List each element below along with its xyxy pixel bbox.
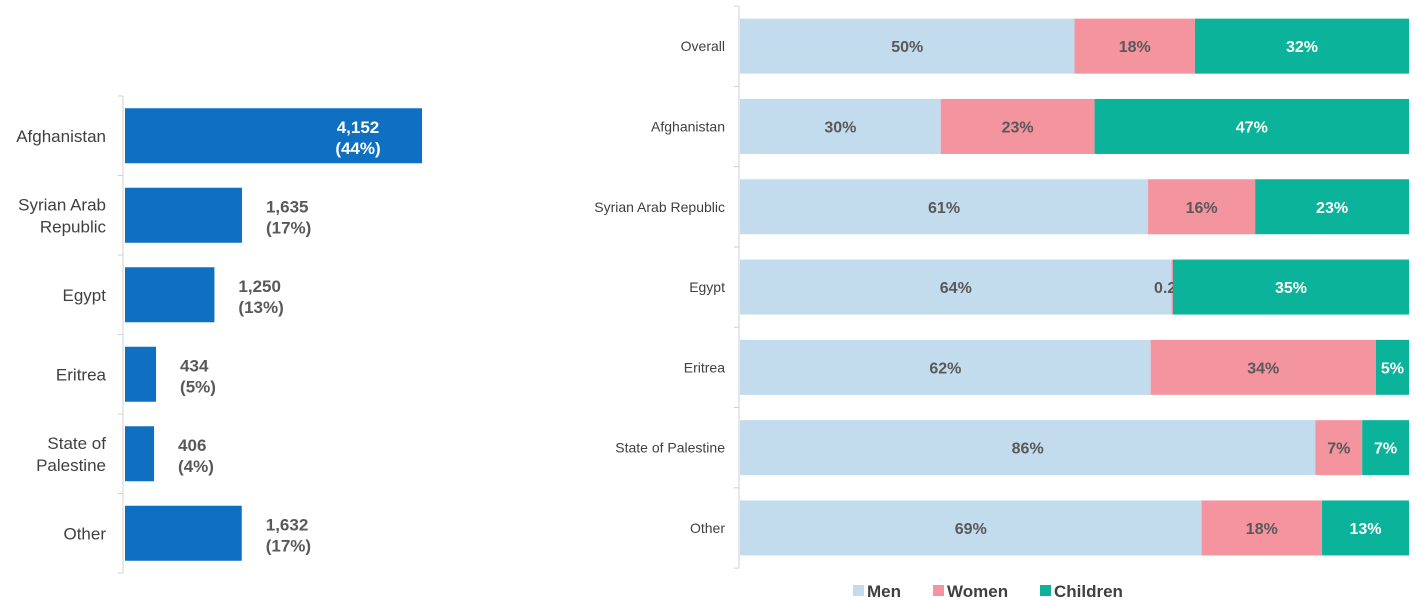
segment-label-children: 35% <box>1275 280 1307 297</box>
legend-swatch-men <box>853 585 864 596</box>
left-percent-label: (17%) <box>266 218 311 237</box>
right-stacked-bar-chart: Overall 50% 18% 32% Afghanistan 30% 23% 47% Syri… <box>594 5 1409 569</box>
left-value-label: 406 <box>178 436 206 455</box>
segment-label-men: 86% <box>1012 441 1044 458</box>
right-category-label: Afghanistan <box>651 118 725 134</box>
segment-men-eritrea <box>740 339 1151 395</box>
left-category-label: Eritrea <box>56 365 107 384</box>
left-value-label: 4,152 <box>337 118 380 137</box>
left-percent-label: (44%) <box>335 139 380 158</box>
left-category-label: Afghanistan <box>16 127 106 146</box>
legend-swatch-children <box>1040 585 1051 596</box>
segment-women-other <box>1201 500 1323 556</box>
segment-label-children: 7% <box>1374 441 1397 458</box>
right-category-label: Syrian Arab Republic <box>594 199 725 215</box>
segment-label-women: 7% <box>1327 441 1350 458</box>
right-category-label: Eritrea <box>684 359 725 375</box>
segment-children-other <box>1322 500 1409 556</box>
segment-women-afghanistan <box>940 98 1095 154</box>
left-bar-egypt <box>125 267 215 323</box>
legend-label-children: Children <box>1054 582 1123 601</box>
segment-women-overall <box>1074 18 1195 74</box>
left-category-label: Other <box>63 524 106 543</box>
left-percent-label: (4%) <box>178 457 214 476</box>
segment-men-syrian-arab-republic <box>740 179 1149 235</box>
left-bar-chart: Afghanistan 4,152 (44%) Syrian Arab Republic… <box>16 95 422 574</box>
left-value-label: 434 <box>180 356 209 375</box>
left-bar-state-of-palestine <box>125 426 155 482</box>
legend-swatch-women <box>933 585 944 596</box>
right-category-label: State of Palestine <box>615 440 725 456</box>
segment-label-women: 34% <box>1247 360 1279 377</box>
segment-label-children: 32% <box>1286 39 1318 56</box>
left-bar-syrian-arab-republic <box>125 187 242 243</box>
segment-label-men: 62% <box>929 360 961 377</box>
right-category-label: Egypt <box>689 279 725 295</box>
segment-label-men: 61% <box>928 200 960 217</box>
right-category-label: Other <box>690 520 725 536</box>
segment-women-egypt <box>1171 259 1173 315</box>
segment-children-egypt <box>1172 259 1409 315</box>
left-category-label: Syrian Arab Republic <box>18 195 106 236</box>
left-bar-eritrea <box>125 346 157 402</box>
left-bar-other <box>125 505 242 561</box>
segment-label-men: 69% <box>955 521 987 538</box>
segment-children-syrian-arab-republic <box>1255 179 1409 235</box>
right-category-label: Overall <box>681 38 725 54</box>
left-percent-label: (17%) <box>266 536 311 555</box>
segment-women-syrian-arab-republic <box>1148 179 1256 235</box>
segment-label-women: 23% <box>1002 119 1034 136</box>
segment-children-afghanistan <box>1094 98 1409 154</box>
legend-label-women: Women <box>947 582 1008 601</box>
segment-label-women: 16% <box>1186 200 1218 217</box>
segment-women-state-of-palestine <box>1315 420 1363 476</box>
legend-label-men: Men <box>867 582 901 601</box>
segment-label-women: 18% <box>1119 39 1151 56</box>
left-value-label: 1,250 <box>238 277 281 296</box>
segment-children-overall <box>1194 18 1409 74</box>
segment-men-state-of-palestine <box>740 420 1316 476</box>
left-percent-label: (13%) <box>238 298 283 317</box>
left-bar-afghanistan <box>125 108 422 164</box>
segment-label-children: 13% <box>1349 521 1381 538</box>
segment-women-eritrea <box>1150 339 1376 395</box>
segment-label-women: 18% <box>1246 521 1278 538</box>
left-percent-label: (5%) <box>180 377 216 396</box>
segment-label-children: 47% <box>1236 119 1268 136</box>
left-value-label: 1,632 <box>266 515 309 534</box>
segment-label-children: 5% <box>1381 360 1404 377</box>
left-category-label: Egypt <box>63 286 107 305</box>
segment-men-overall <box>740 18 1075 74</box>
segment-men-afghanistan <box>740 98 941 154</box>
left-value-label: 1,635 <box>266 197 309 216</box>
segment-men-egypt <box>740 259 1172 315</box>
segment-label-men: 64% <box>940 280 972 297</box>
segment-men-other <box>740 500 1202 556</box>
segment-label-men: 50% <box>891 39 923 56</box>
segment-label-children: 23% <box>1316 200 1348 217</box>
legend: Men Women Children <box>853 582 1123 601</box>
segment-label-men: 30% <box>824 119 856 136</box>
segment-children-eritrea <box>1375 339 1409 395</box>
left-category-label: State of Palestine <box>36 434 106 475</box>
segment-children-state-of-palestine <box>1362 420 1409 476</box>
